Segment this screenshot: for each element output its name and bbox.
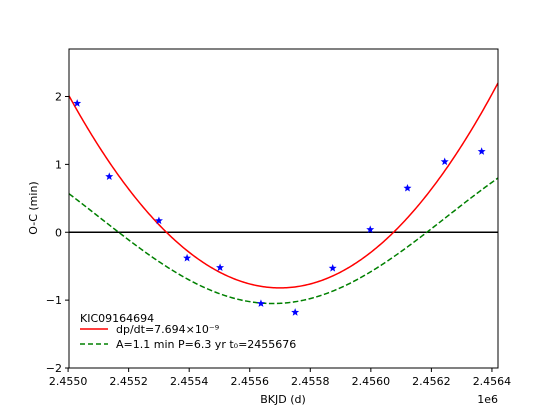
y-tick-label: −2 — [46, 362, 62, 375]
y-tick-label: 0 — [55, 226, 62, 239]
x-tick-label: 2.4552 — [109, 375, 148, 388]
x-tick-label: 2.4554 — [170, 375, 209, 388]
data-point — [256, 299, 265, 307]
y-tick-label: 1 — [55, 158, 62, 171]
x-axis-label: BKJD (d) — [260, 393, 306, 406]
plot-frame — [68, 48, 499, 369]
y-axis-label: O-C (min) — [27, 181, 40, 234]
x-tick-label: 2.4558 — [291, 375, 330, 388]
points-layer — [73, 99, 486, 316]
y-ticks: −2 −1 0 1 2 — [46, 91, 69, 375]
data-point — [366, 225, 375, 233]
legend-title: KIC09164694 — [80, 312, 154, 325]
data-point — [477, 147, 486, 155]
legend-entry-green: A=1.1 min P=6.3 yr t₀=2455676 — [116, 338, 296, 351]
x-offset-label: 1e6 — [477, 393, 498, 406]
data-point — [291, 308, 300, 316]
data-point — [183, 253, 192, 262]
x-tick-label: 2.4562 — [412, 375, 451, 388]
data-point — [440, 157, 449, 166]
curves-layer — [69, 82, 498, 305]
model-curve-parabola — [69, 82, 498, 289]
data-point — [73, 99, 82, 107]
data-point — [105, 172, 114, 180]
legend-entry-red: dp/dt=7.694×10⁻⁹ — [116, 323, 219, 336]
y-tick-label: −1 — [46, 294, 62, 307]
x-tick-label: 2.4550 — [49, 375, 88, 388]
data-point — [216, 263, 225, 271]
model-curve-sinusoid — [69, 177, 498, 305]
legend: KIC09164694 dp/dt=7.694×10⁻⁹ A=1.1 min P… — [80, 312, 296, 351]
x-tick-label: 2.4556 — [230, 375, 269, 388]
data-point — [403, 183, 412, 192]
x-tick-label: 2.4564 — [473, 375, 512, 388]
y-tick-label: 2 — [55, 91, 62, 104]
data-point — [154, 216, 163, 225]
x-ticks: 2.4550 2.4552 2.4554 2.4556 2.4558 2.4560 2.45… — [49, 368, 511, 388]
data-point — [328, 264, 337, 272]
x-tick-label: 2.4560 — [352, 375, 391, 388]
